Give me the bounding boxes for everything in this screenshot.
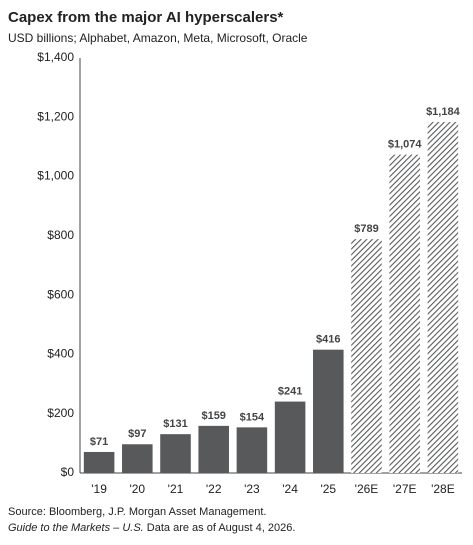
x-tick-label: '21	[168, 482, 184, 496]
value-label: $789	[354, 223, 378, 235]
bar	[122, 444, 153, 473]
x-tick-label: '25	[320, 482, 336, 496]
bar	[274, 401, 306, 473]
y-tick-label: $1,200	[37, 109, 74, 123]
value-label: $97	[128, 428, 146, 440]
y-tick-label: $800	[47, 228, 74, 242]
y-tick-label: $0	[61, 465, 75, 479]
guide-name: Guide to the Markets – U.S.	[8, 522, 144, 534]
source-note: Source: Bloomberg, J.P. Morgan Asset Man…	[8, 506, 266, 518]
bar	[427, 122, 459, 474]
x-tick-label: '24	[282, 482, 298, 496]
value-label: $154	[240, 411, 265, 423]
bar	[83, 451, 115, 473]
x-tick-label: '19	[91, 482, 107, 496]
bar	[236, 427, 268, 473]
y-tick-label: $1,000	[37, 169, 74, 183]
y-tick-label: $200	[47, 406, 74, 420]
chart-title: Capex from the major AI hyperscalers*	[8, 9, 284, 26]
x-tick-label: '28E	[431, 482, 455, 496]
chart-subtitle: USD billions; Alphabet, Amazon, Meta, Mi…	[8, 31, 308, 45]
value-label: $159	[201, 410, 225, 422]
bar	[351, 239, 382, 473]
value-label: $241	[278, 385, 302, 397]
x-tick-label: '22	[206, 482, 222, 496]
value-label: $71	[90, 436, 108, 448]
date-note: Guide to the Markets – U.S. Data are as …	[8, 522, 295, 534]
x-tick-label: '23	[244, 482, 260, 496]
y-tick-label: $400	[47, 347, 74, 361]
as-of: Data are as of August 4, 2026.	[144, 522, 296, 534]
y-tick-label: $600	[47, 287, 74, 301]
value-label: $416	[316, 334, 340, 346]
x-tick-label: '26E	[355, 482, 379, 496]
value-label: $131	[163, 418, 187, 430]
bar	[313, 349, 344, 473]
bar	[160, 434, 191, 473]
value-label: $1,184	[426, 106, 461, 118]
x-tick-label: '20	[129, 482, 145, 496]
y-tick-label: $1,400	[37, 50, 74, 64]
value-label: $1,074	[388, 139, 423, 151]
bar	[198, 425, 229, 473]
bar	[389, 154, 420, 473]
x-tick-label: '27E	[393, 482, 417, 496]
